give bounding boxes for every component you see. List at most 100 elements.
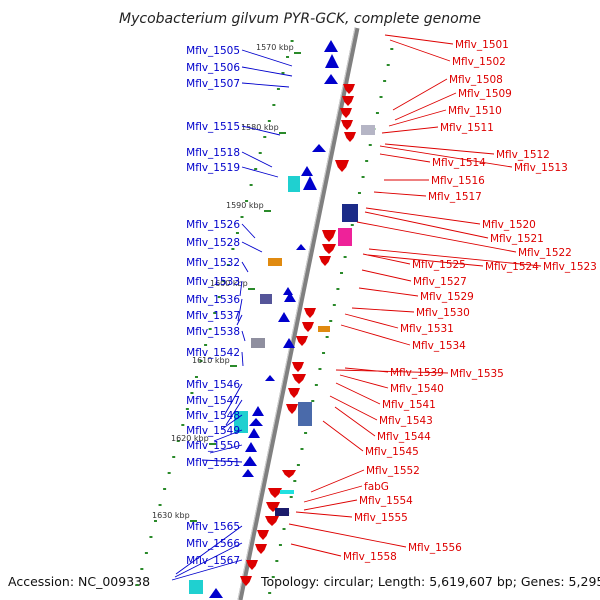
gene-arrow-minus — [249, 418, 263, 426]
gene-arrow-plus — [340, 108, 352, 118]
gene-label-minus: Mflv_1506 — [186, 62, 240, 74]
leader-line-minus — [175, 525, 243, 575]
leader-line-plus — [344, 313, 399, 329]
gene-block — [275, 508, 289, 516]
gene-label-minus: Mflv_1505 — [186, 45, 240, 57]
plus-tick — [318, 368, 322, 370]
gene-arrow-minus — [278, 312, 290, 322]
ruler-label: 1620 kbp — [171, 434, 209, 443]
gene-arrow-minus — [242, 469, 254, 477]
gene-label-plus: Mflv_1522 — [518, 247, 572, 259]
minus-tick — [144, 552, 148, 554]
gene-label-minus: Mflv_1536 — [186, 294, 240, 306]
minus-tick — [190, 392, 194, 394]
gene-label-minus: Mflv_1548 — [186, 410, 240, 422]
leader-line-plus — [335, 369, 449, 374]
leader-line-plus — [373, 191, 427, 197]
gene-label-plus: Mflv_1525 — [412, 259, 466, 271]
minus-tick — [194, 376, 198, 378]
leader-line-minus — [221, 414, 243, 430]
minus-tick — [231, 248, 235, 250]
leader-line-plus — [367, 254, 484, 267]
minus-tick — [213, 312, 217, 314]
gene-label-plus: Mflv_1556 — [408, 542, 462, 554]
gene-arrow-plus — [268, 488, 282, 498]
leader-line-plus — [290, 543, 342, 557]
minus-tick — [172, 456, 176, 458]
gene-block — [338, 228, 352, 246]
ruler-label: 1610 kbp — [192, 356, 230, 365]
ruler-ticks — [135, 40, 394, 594]
minus-tick — [199, 360, 203, 362]
gene-label-plus: Mflv_1524 — [485, 261, 539, 273]
gene-arrow-plus — [292, 362, 304, 372]
gene-block — [189, 580, 203, 594]
plus-tick — [296, 464, 300, 466]
gene-block — [280, 490, 294, 494]
minus-tick — [263, 136, 267, 138]
gene-arrow-plus — [343, 84, 355, 94]
ruler-major-tick — [279, 132, 286, 134]
label-leader-lines — [171, 34, 542, 581]
leader-line-minus — [171, 559, 243, 581]
gene-arrow-plus — [341, 120, 353, 130]
leader-line-plus — [365, 207, 481, 225]
leader-line-plus — [339, 374, 389, 389]
leader-line-minus — [239, 280, 243, 297]
gene-arrow-plus — [296, 336, 308, 346]
plus-tick — [332, 304, 336, 306]
leader-line-plus — [310, 469, 365, 493]
gene-label-plus: Mflv_1541 — [382, 399, 436, 411]
gene-block — [298, 402, 312, 426]
ruler-major-tick — [264, 210, 271, 212]
gene-label-minus: Mflv_1549 — [186, 425, 240, 437]
gene-label-plus: Mflv_1523 — [543, 261, 597, 273]
leader-line-plus — [394, 92, 457, 121]
leader-line-plus — [392, 78, 448, 111]
gene-label-plus: Mflv_1512 — [496, 149, 550, 161]
leader-line-plus — [351, 307, 415, 313]
gene-label-plus: Mflv_1520 — [482, 219, 536, 231]
gene-label-plus: Mflv_1552 — [366, 465, 420, 477]
accession-label: Accession: NC_009338 — [8, 574, 150, 589]
plus-tick — [350, 224, 354, 226]
gene-arrow-plus — [286, 404, 298, 414]
plus-tick — [383, 80, 387, 82]
minus-tick — [158, 504, 162, 506]
plus-tick — [361, 176, 365, 178]
gene-label-minus: Mflv_1546 — [186, 379, 240, 391]
ruler-label: 1600 kbp — [210, 279, 248, 288]
leader-line-minus — [241, 330, 246, 342]
gene-label-minus: Mflv_1550 — [186, 440, 240, 452]
gene-block — [318, 326, 330, 332]
leader-line-plus — [295, 511, 353, 518]
plus-tick — [325, 336, 329, 338]
minus-tick — [245, 200, 249, 202]
ruler-major-tick — [230, 365, 237, 367]
gene-label-minus: Mflv_1551 — [186, 457, 240, 469]
leader-line-plus — [379, 145, 513, 168]
leader-line-minus — [241, 125, 281, 136]
gene-label-plus: Mflv_1502 — [452, 56, 506, 68]
plus-tick — [343, 256, 347, 258]
gene-label-plus: Mflv_1534 — [412, 340, 466, 352]
gene-label-plus: Mflv_1545 — [365, 446, 419, 458]
leader-line-minus — [241, 261, 249, 273]
plus-tick — [386, 64, 390, 66]
minus-tick — [226, 264, 230, 266]
leader-line-plus — [364, 211, 489, 239]
plus-tick — [375, 112, 379, 114]
minus-tick — [154, 520, 158, 522]
gene-arrow-minus — [284, 292, 296, 302]
gene-arrow-plus — [302, 322, 314, 332]
plus-tick — [368, 144, 372, 146]
gene-arrow-minus — [324, 40, 338, 52]
gene-label-plus: Mflv_1501 — [455, 39, 509, 51]
leader-line-minus — [201, 459, 243, 463]
minus-tick — [286, 56, 290, 58]
gene-label-plus: Mflv_1554 — [359, 495, 413, 507]
minus-tick — [267, 120, 271, 122]
gene-arrow-plus — [265, 516, 279, 526]
genome-backbone-highlight — [237, 27, 356, 600]
gene-label-plus: Mflv_1527 — [413, 276, 467, 288]
